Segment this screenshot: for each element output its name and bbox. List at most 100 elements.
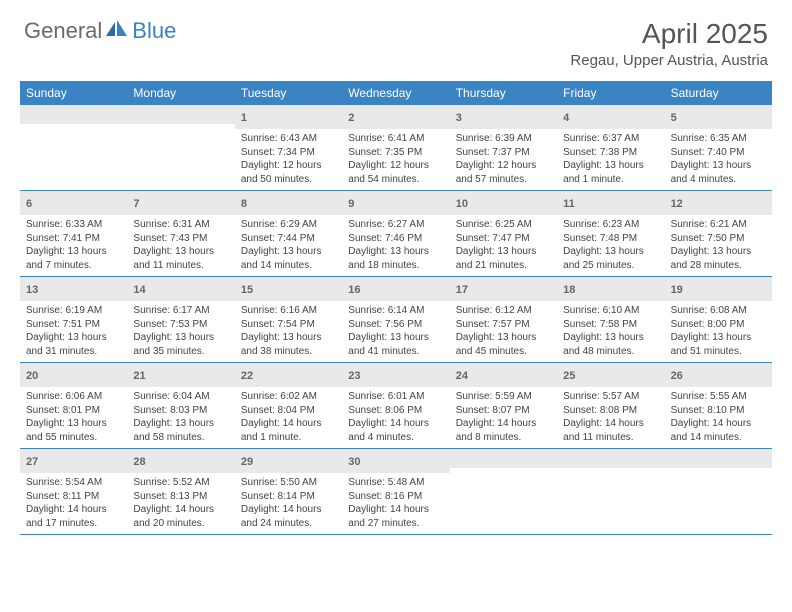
day-number-row: 28 [127, 449, 234, 473]
day-body [557, 468, 664, 528]
day-cell: 21 Sunrise: 6:04 AMSunset: 8:03 PMDayligh… [127, 363, 234, 448]
day-cell: 9Sunrise: 6:27 AMSunset: 7:46 PMDaylight… [342, 191, 449, 276]
sunset-text: Sunset: 7:56 PM [348, 318, 443, 332]
daylight-text: Daylight: 14 hours and 17 minutes. [26, 503, 121, 530]
day-number: 5 [671, 112, 677, 124]
day-number-row: 21 [127, 363, 234, 387]
day-number-row: 8 [235, 191, 342, 215]
daylight-text: Daylight: 12 hours and 54 minutes. [348, 159, 443, 186]
day-cell: 23Sunrise: 6:01 AMSunset: 8:06 PMDayligh… [342, 363, 449, 448]
day-body: Sunrise: 6:35 AMSunset: 7:40 PMDaylight:… [665, 129, 772, 190]
day-body [127, 124, 234, 184]
sunrise-text: Sunrise: 6:04 AM [133, 390, 228, 404]
day-number-row: 15 [235, 277, 342, 301]
header: General Blue April 2025 Regau, Upper Aus… [0, 0, 792, 75]
day-number: 30 [348, 456, 360, 468]
day-number-row: 2 [342, 105, 449, 129]
sunset-text: Sunset: 8:16 PM [348, 490, 443, 504]
day-cell: 27Sunrise: 5:54 AMSunset: 8:11 PMDayligh… [20, 449, 127, 534]
sunrise-text: Sunrise: 5:54 AM [26, 476, 121, 490]
sunrise-text: Sunrise: 5:55 AM [671, 390, 766, 404]
day-body: Sunrise: 6:33 AMSunset: 7:41 PMDaylight:… [20, 215, 127, 276]
day-number: 25 [563, 370, 575, 382]
day-number: 29 [241, 456, 253, 468]
sunset-text: Sunset: 8:01 PM [26, 404, 121, 418]
day-cell: 20Sunrise: 6:06 AMSunset: 8:01 PMDayligh… [20, 363, 127, 448]
day-number-row: 14 [127, 277, 234, 301]
day-number-row [20, 105, 127, 124]
day-number-row: 7 [127, 191, 234, 215]
daylight-text: Daylight: 14 hours and 24 minutes. [241, 503, 336, 530]
sunset-text: Sunset: 7:50 PM [671, 232, 766, 246]
day-cell [665, 449, 772, 534]
day-body: Sunrise: 5:54 AMSunset: 8:11 PMDaylight:… [20, 473, 127, 534]
day-cell: 14Sunrise: 6:17 AMSunset: 7:53 PMDayligh… [127, 277, 234, 362]
day-body: Sunrise: 5:57 AMSunset: 8:08 PMDaylight:… [557, 387, 664, 448]
day-cell: 28Sunrise: 5:52 AMSunset: 8:13 PMDayligh… [127, 449, 234, 534]
week-row: 13Sunrise: 6:19 AMSunset: 7:51 PMDayligh… [20, 277, 772, 363]
sunrise-text: Sunrise: 6:14 AM [348, 304, 443, 318]
daylight-text: Daylight: 13 hours and 4 minutes. [671, 159, 766, 186]
daylight-text: Daylight: 13 hours and 14 minutes. [241, 245, 336, 272]
day-body: Sunrise: 6:29 AMSunset: 7:44 PMDaylight:… [235, 215, 342, 276]
week-row: 27Sunrise: 5:54 AMSunset: 8:11 PMDayligh… [20, 449, 772, 535]
weekday-header: Sunday [20, 81, 127, 105]
sunset-text: Sunset: 8:11 PM [26, 490, 121, 504]
day-body: Sunrise: 6:14 AMSunset: 7:56 PMDaylight:… [342, 301, 449, 362]
day-cell: 11Sunrise: 6:23 AMSunset: 7:48 PMDayligh… [557, 191, 664, 276]
daylight-text: Daylight: 14 hours and 14 minutes. [671, 417, 766, 444]
sunset-text: Sunset: 7:57 PM [456, 318, 551, 332]
sunset-text: Sunset: 8:08 PM [563, 404, 658, 418]
daylight-text: Daylight: 13 hours and 58 minutes. [133, 417, 228, 444]
day-body: Sunrise: 5:48 AMSunset: 8:16 PMDaylight:… [342, 473, 449, 534]
day-number: 21 [133, 370, 145, 382]
day-cell: 7Sunrise: 6:31 AMSunset: 7:43 PMDaylight… [127, 191, 234, 276]
day-number: 15 [241, 284, 253, 296]
sunset-text: Sunset: 7:38 PM [563, 146, 658, 160]
sunrise-text: Sunrise: 5:59 AM [456, 390, 551, 404]
day-body: Sunrise: 6:43 AMSunset: 7:34 PMDaylight:… [235, 129, 342, 190]
day-number-row: 6 [20, 191, 127, 215]
day-body: Sunrise: 6:17 AMSunset: 7:53 PMDaylight:… [127, 301, 234, 362]
daylight-text: Daylight: 13 hours and 55 minutes. [26, 417, 121, 444]
day-number-row: 11 [557, 191, 664, 215]
logo-sail-icon [106, 20, 128, 43]
day-body: Sunrise: 6:37 AMSunset: 7:38 PMDaylight:… [557, 129, 664, 190]
daylight-text: Daylight: 14 hours and 8 minutes. [456, 417, 551, 444]
sunset-text: Sunset: 8:14 PM [241, 490, 336, 504]
sunrise-text: Sunrise: 6:31 AM [133, 218, 228, 232]
day-number: 4 [563, 112, 569, 124]
day-number-row [450, 449, 557, 468]
sunset-text: Sunset: 8:06 PM [348, 404, 443, 418]
day-body: Sunrise: 5:52 AMSunset: 8:13 PMDaylight:… [127, 473, 234, 534]
day-number: 19 [671, 284, 683, 296]
day-body: Sunrise: 6:12 AMSunset: 7:57 PMDaylight:… [450, 301, 557, 362]
sunrise-text: Sunrise: 6:02 AM [241, 390, 336, 404]
day-cell: 5 Sunrise: 6:35 AMSunset: 7:40 PMDaylight… [665, 105, 772, 190]
day-number: 11 [563, 198, 575, 210]
sunrise-text: Sunrise: 6:06 AM [26, 390, 121, 404]
day-number-row: 24 [450, 363, 557, 387]
sunset-text: Sunset: 7:47 PM [456, 232, 551, 246]
sunrise-text: Sunrise: 6:33 AM [26, 218, 121, 232]
day-number-row: 16 [342, 277, 449, 301]
week-row: 6Sunrise: 6:33 AMSunset: 7:41 PMDaylight… [20, 191, 772, 277]
weekday-header: Tuesday [235, 81, 342, 105]
daylight-text: Daylight: 13 hours and 7 minutes. [26, 245, 121, 272]
sunrise-text: Sunrise: 6:27 AM [348, 218, 443, 232]
weekday-header: Monday [127, 81, 234, 105]
day-number-row: 17 [450, 277, 557, 301]
day-cell [557, 449, 664, 534]
sunset-text: Sunset: 7:37 PM [456, 146, 551, 160]
sunset-text: Sunset: 7:43 PM [133, 232, 228, 246]
day-number: 1 [241, 112, 247, 124]
day-body: Sunrise: 6:04 AMSunset: 8:03 PMDaylight:… [127, 387, 234, 448]
logo-text-2: Blue [132, 18, 176, 44]
day-number-row: 27 [20, 449, 127, 473]
sunrise-text: Sunrise: 6:23 AM [563, 218, 658, 232]
day-number: 10 [456, 198, 468, 210]
sunrise-text: Sunrise: 5:50 AM [241, 476, 336, 490]
sunrise-text: Sunrise: 6:10 AM [563, 304, 658, 318]
day-number-row: 4 [557, 105, 664, 129]
daylight-text: Daylight: 13 hours and 48 minutes. [563, 331, 658, 358]
